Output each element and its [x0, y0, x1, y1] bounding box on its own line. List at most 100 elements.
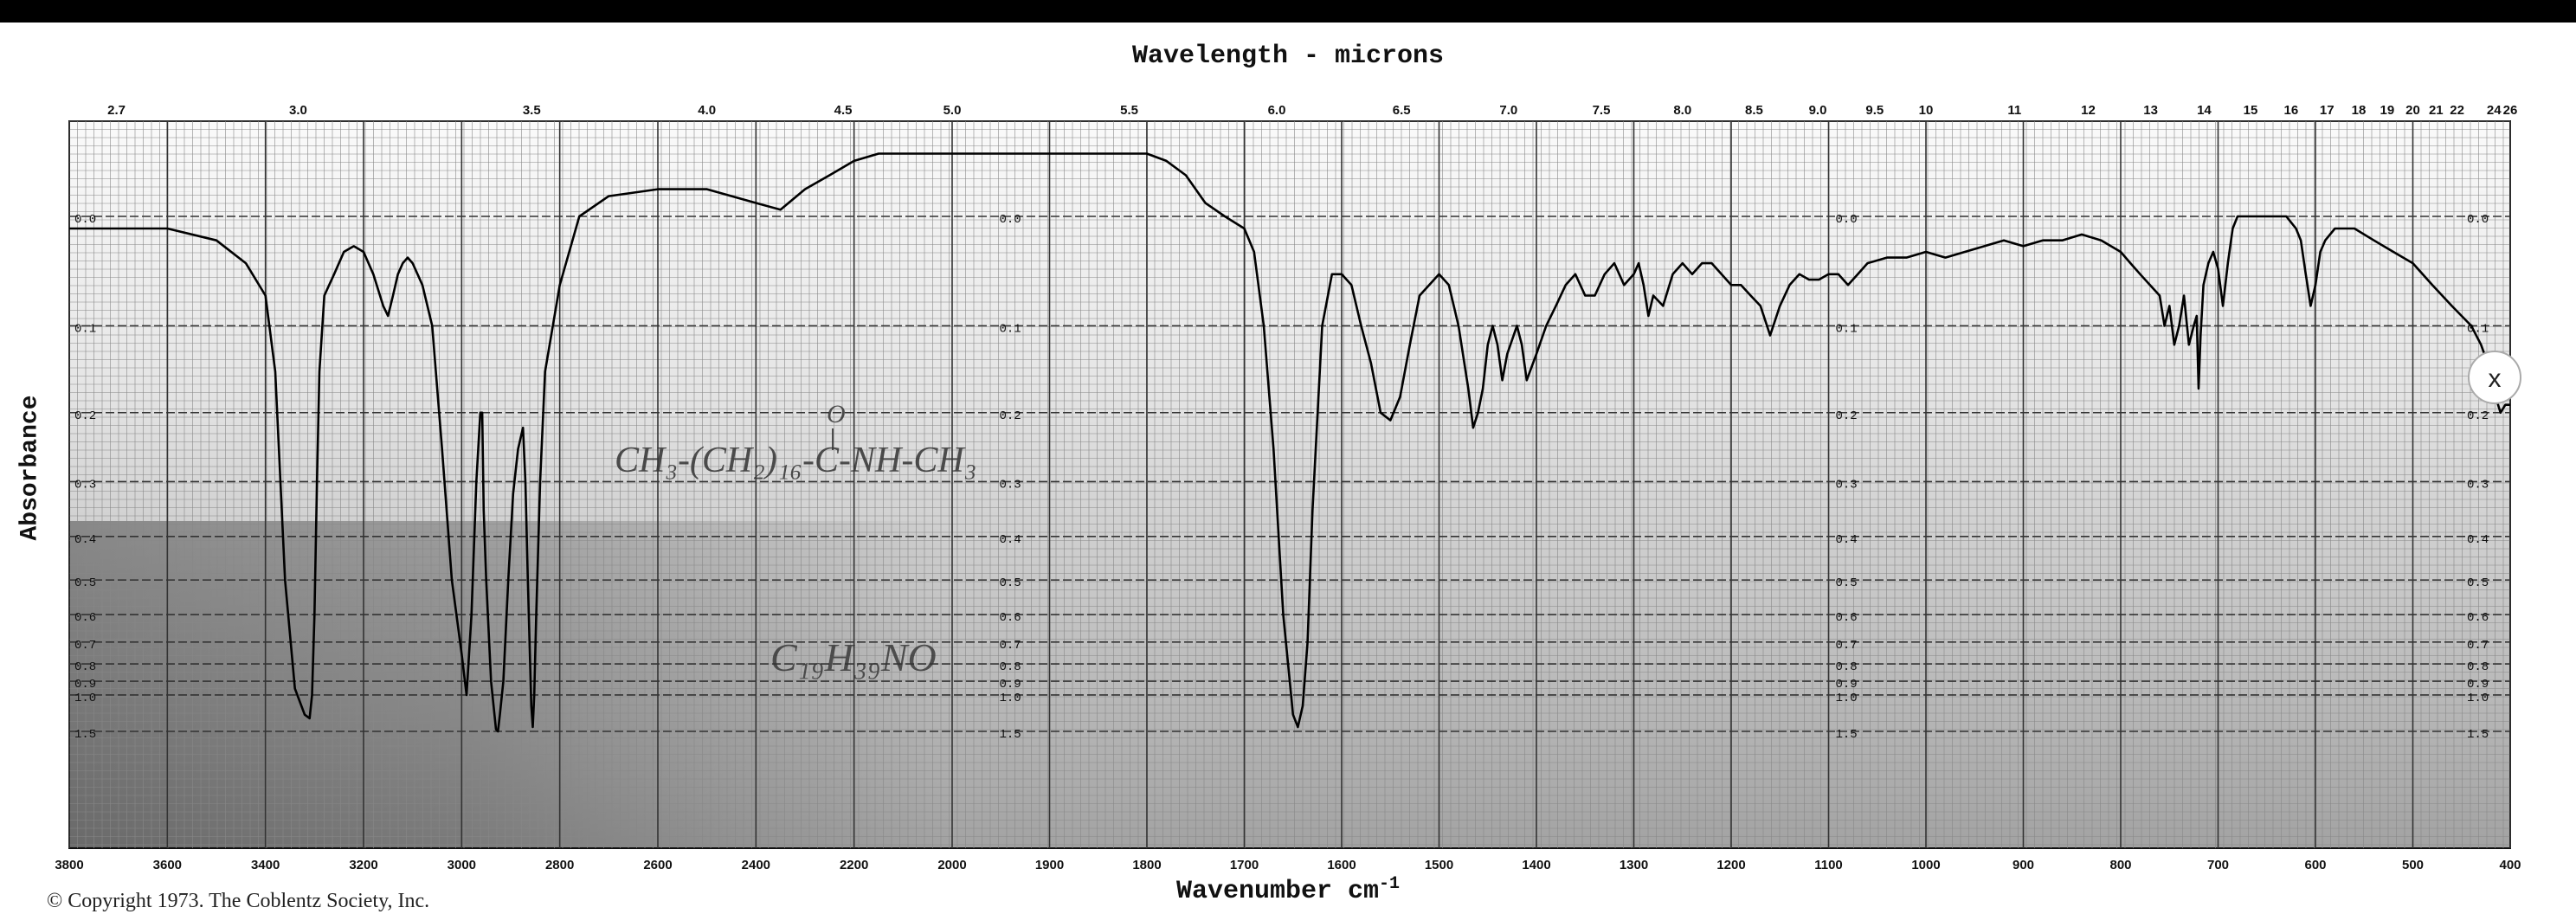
wavelength-tick-label: 16	[2284, 103, 2299, 118]
wavelength-tick-label: 26	[2503, 103, 2518, 118]
wavenumber-tick-labels: 3800 3600 3400 3200 3000 2800 2600 2400 2200 2000…	[55, 858, 2521, 872]
handwritten-carbonyl-o: O	[827, 400, 846, 428]
wavenumber-tick-label: 600	[2304, 858, 2326, 872]
copyright-notice: © Copyright 1973. The Coblentz Society, …	[47, 890, 429, 913]
wavelength-tick-label: 22	[2450, 103, 2464, 118]
absorbance-tick-label: 1.0	[1000, 692, 1021, 705]
absorbance-tick-label: 0.0	[1000, 213, 1021, 227]
absorbance-tick-label: 0.3	[1836, 478, 1858, 492]
absorbance-tick-label: 0.9	[74, 678, 96, 692]
wavenumber-tick-label: 800	[2109, 858, 2131, 872]
wavenumber-tick-label: 1800	[1132, 858, 1161, 872]
absorbance-tick-label: 1.5	[1836, 728, 1858, 742]
absorbance-tick-label: 0.7	[1000, 639, 1021, 653]
wavenumber-tick-label: 2400	[742, 858, 770, 872]
wavelength-tick-label: 2.7	[107, 103, 126, 118]
wavenumber-tick-label: 400	[2499, 858, 2521, 872]
wavelength-tick-label: 9.0	[1809, 103, 1827, 118]
wavelength-tick-label: 6.0	[1268, 103, 1286, 118]
wavelength-tick-label: 3.5	[523, 103, 541, 118]
wavelength-tick-label: 18	[2352, 103, 2367, 118]
plot-background	[69, 121, 2510, 848]
wavelength-tick-label: 6.5	[1393, 103, 1411, 118]
absorbance-tick-label: 1.5	[2467, 728, 2489, 742]
wavelength-tick-label: 14	[2197, 103, 2212, 118]
absorbance-tick-label: 1.0	[74, 692, 96, 705]
wavenumber-tick-label: 3600	[153, 858, 182, 872]
wavelength-tick-label: 19	[2380, 103, 2395, 118]
wavenumber-tick-label: 3000	[448, 858, 476, 872]
absorbance-tick-label: 0.4	[2467, 533, 2489, 547]
wavelength-tick-label: 12	[2081, 103, 2096, 118]
wavelength-tick-label: 9.5	[1865, 103, 1884, 118]
wavelength-tick-label: 13	[2143, 103, 2158, 118]
wavenumber-tick-label: 2200	[840, 858, 868, 872]
wavelength-tick-label: 5.5	[1120, 103, 1138, 118]
absorbance-tick-label: 0.1	[1836, 322, 1858, 336]
wavenumber-tick-label: 2800	[545, 858, 574, 872]
wavelength-tick-label: 24	[2487, 103, 2502, 118]
wavelength-tick-label: 7.0	[1499, 103, 1517, 118]
wavenumber-tick-label: 900	[2012, 858, 2034, 872]
absorbance-tick-label: 0.0	[2467, 213, 2489, 227]
sample-marker: x	[2469, 351, 2521, 403]
absorbance-tick-label: 1.0	[1836, 692, 1858, 705]
wavenumber-tick-label: 1900	[1035, 858, 1064, 872]
wavelength-tick-label: 7.5	[1593, 103, 1611, 118]
wavelength-tick-labels: 2.7 3.0 3.5 4.0 4.5 5.0 5.5 6.0 6.5 7.0 7.5 8.0 8.5 9…	[107, 103, 2517, 118]
wavenumber-tick-label: 2000	[937, 858, 966, 872]
absorbance-tick-label: 0.1	[74, 322, 96, 336]
absorbance-tick-label: 0.6	[1000, 611, 1021, 625]
absorbance-tick-label: 0.3	[2467, 478, 2489, 492]
wavelength-tick-label: 11	[2007, 103, 2021, 118]
absorbance-tick-label: 0.9	[1836, 678, 1858, 692]
absorbance-tick-label: 0.6	[74, 611, 96, 625]
absorbance-tick-label: 0.2	[1836, 409, 1858, 423]
wavenumber-tick-label: 500	[2402, 858, 2424, 872]
absorbance-tick-label: 1.0	[2467, 692, 2489, 705]
absorbance-tick-label: 1.5	[1000, 728, 1021, 742]
absorbance-tick-label: 0.5	[74, 576, 96, 590]
absorbance-tick-label: 0.4	[74, 533, 96, 547]
wavelength-tick-label: 8.0	[1673, 103, 1691, 118]
wavenumber-tick-label: 1200	[1716, 858, 1745, 872]
absorbance-tick-label: 0.4	[1000, 533, 1021, 547]
absorbance-tick-label: 0.7	[1836, 639, 1858, 653]
absorbance-tick-label: 0.8	[1000, 660, 1021, 674]
absorbance-tick-label: 0.7	[74, 639, 96, 653]
wavelength-tick-label: 17	[2320, 103, 2334, 118]
wavenumber-tick-label: 1700	[1230, 858, 1259, 872]
wavenumber-tick-label: 2600	[643, 858, 672, 872]
scan-shading-vertical	[69, 121, 2510, 848]
absorbance-tick-label: 0.5	[2467, 576, 2489, 590]
wavelength-tick-label: 4.0	[698, 103, 716, 118]
absorbance-tick-label: 1.5	[74, 728, 96, 742]
wavenumber-tick-label: 3400	[251, 858, 280, 872]
absorbance-tick-label: 0.4	[1836, 533, 1858, 547]
wavenumber-tick-label: 3200	[349, 858, 377, 872]
wavenumber-tick-label: 1600	[1327, 858, 1356, 872]
wavelength-tick-label: 21	[2429, 103, 2444, 118]
handwritten-structure-formula: CH₃-(CH₂)₁₆-C-NH-CH₃	[615, 441, 976, 480]
wavenumber-tick-label: 700	[2207, 858, 2229, 872]
wavelength-tick-label: 8.5	[1745, 103, 1763, 118]
wavenumber-tick-label: 1300	[1620, 858, 1648, 872]
absorbance-tick-label: 0.2	[74, 409, 96, 423]
sample-marker-x: x	[2489, 364, 2502, 393]
handwritten-molecular-formula: C₁₉H₃₉NO	[770, 635, 937, 679]
wavenumber-tick-label: 1500	[1425, 858, 1453, 872]
absorbance-tick-label: 0.9	[2467, 678, 2489, 692]
absorbance-tick-label: 0.8	[2467, 660, 2489, 674]
wavenumber-tick-label: 1100	[1814, 858, 1843, 872]
absorbance-tick-label: 0.8	[1836, 660, 1858, 674]
wavenumber-tick-label: 3800	[55, 858, 83, 872]
wavenumber-tick-label: 1000	[1911, 858, 1940, 872]
absorbance-tick-label: 0.1	[1000, 322, 1021, 336]
wavelength-tick-label: 3.0	[289, 103, 307, 118]
absorbance-tick-label: 0.8	[74, 660, 96, 674]
wavelength-tick-label: 4.5	[834, 103, 853, 118]
wavelength-tick-label: 15	[2244, 103, 2258, 118]
absorbance-tick-label: 0.5	[1000, 576, 1021, 590]
wavelength-tick-label: 10	[1919, 103, 1934, 118]
